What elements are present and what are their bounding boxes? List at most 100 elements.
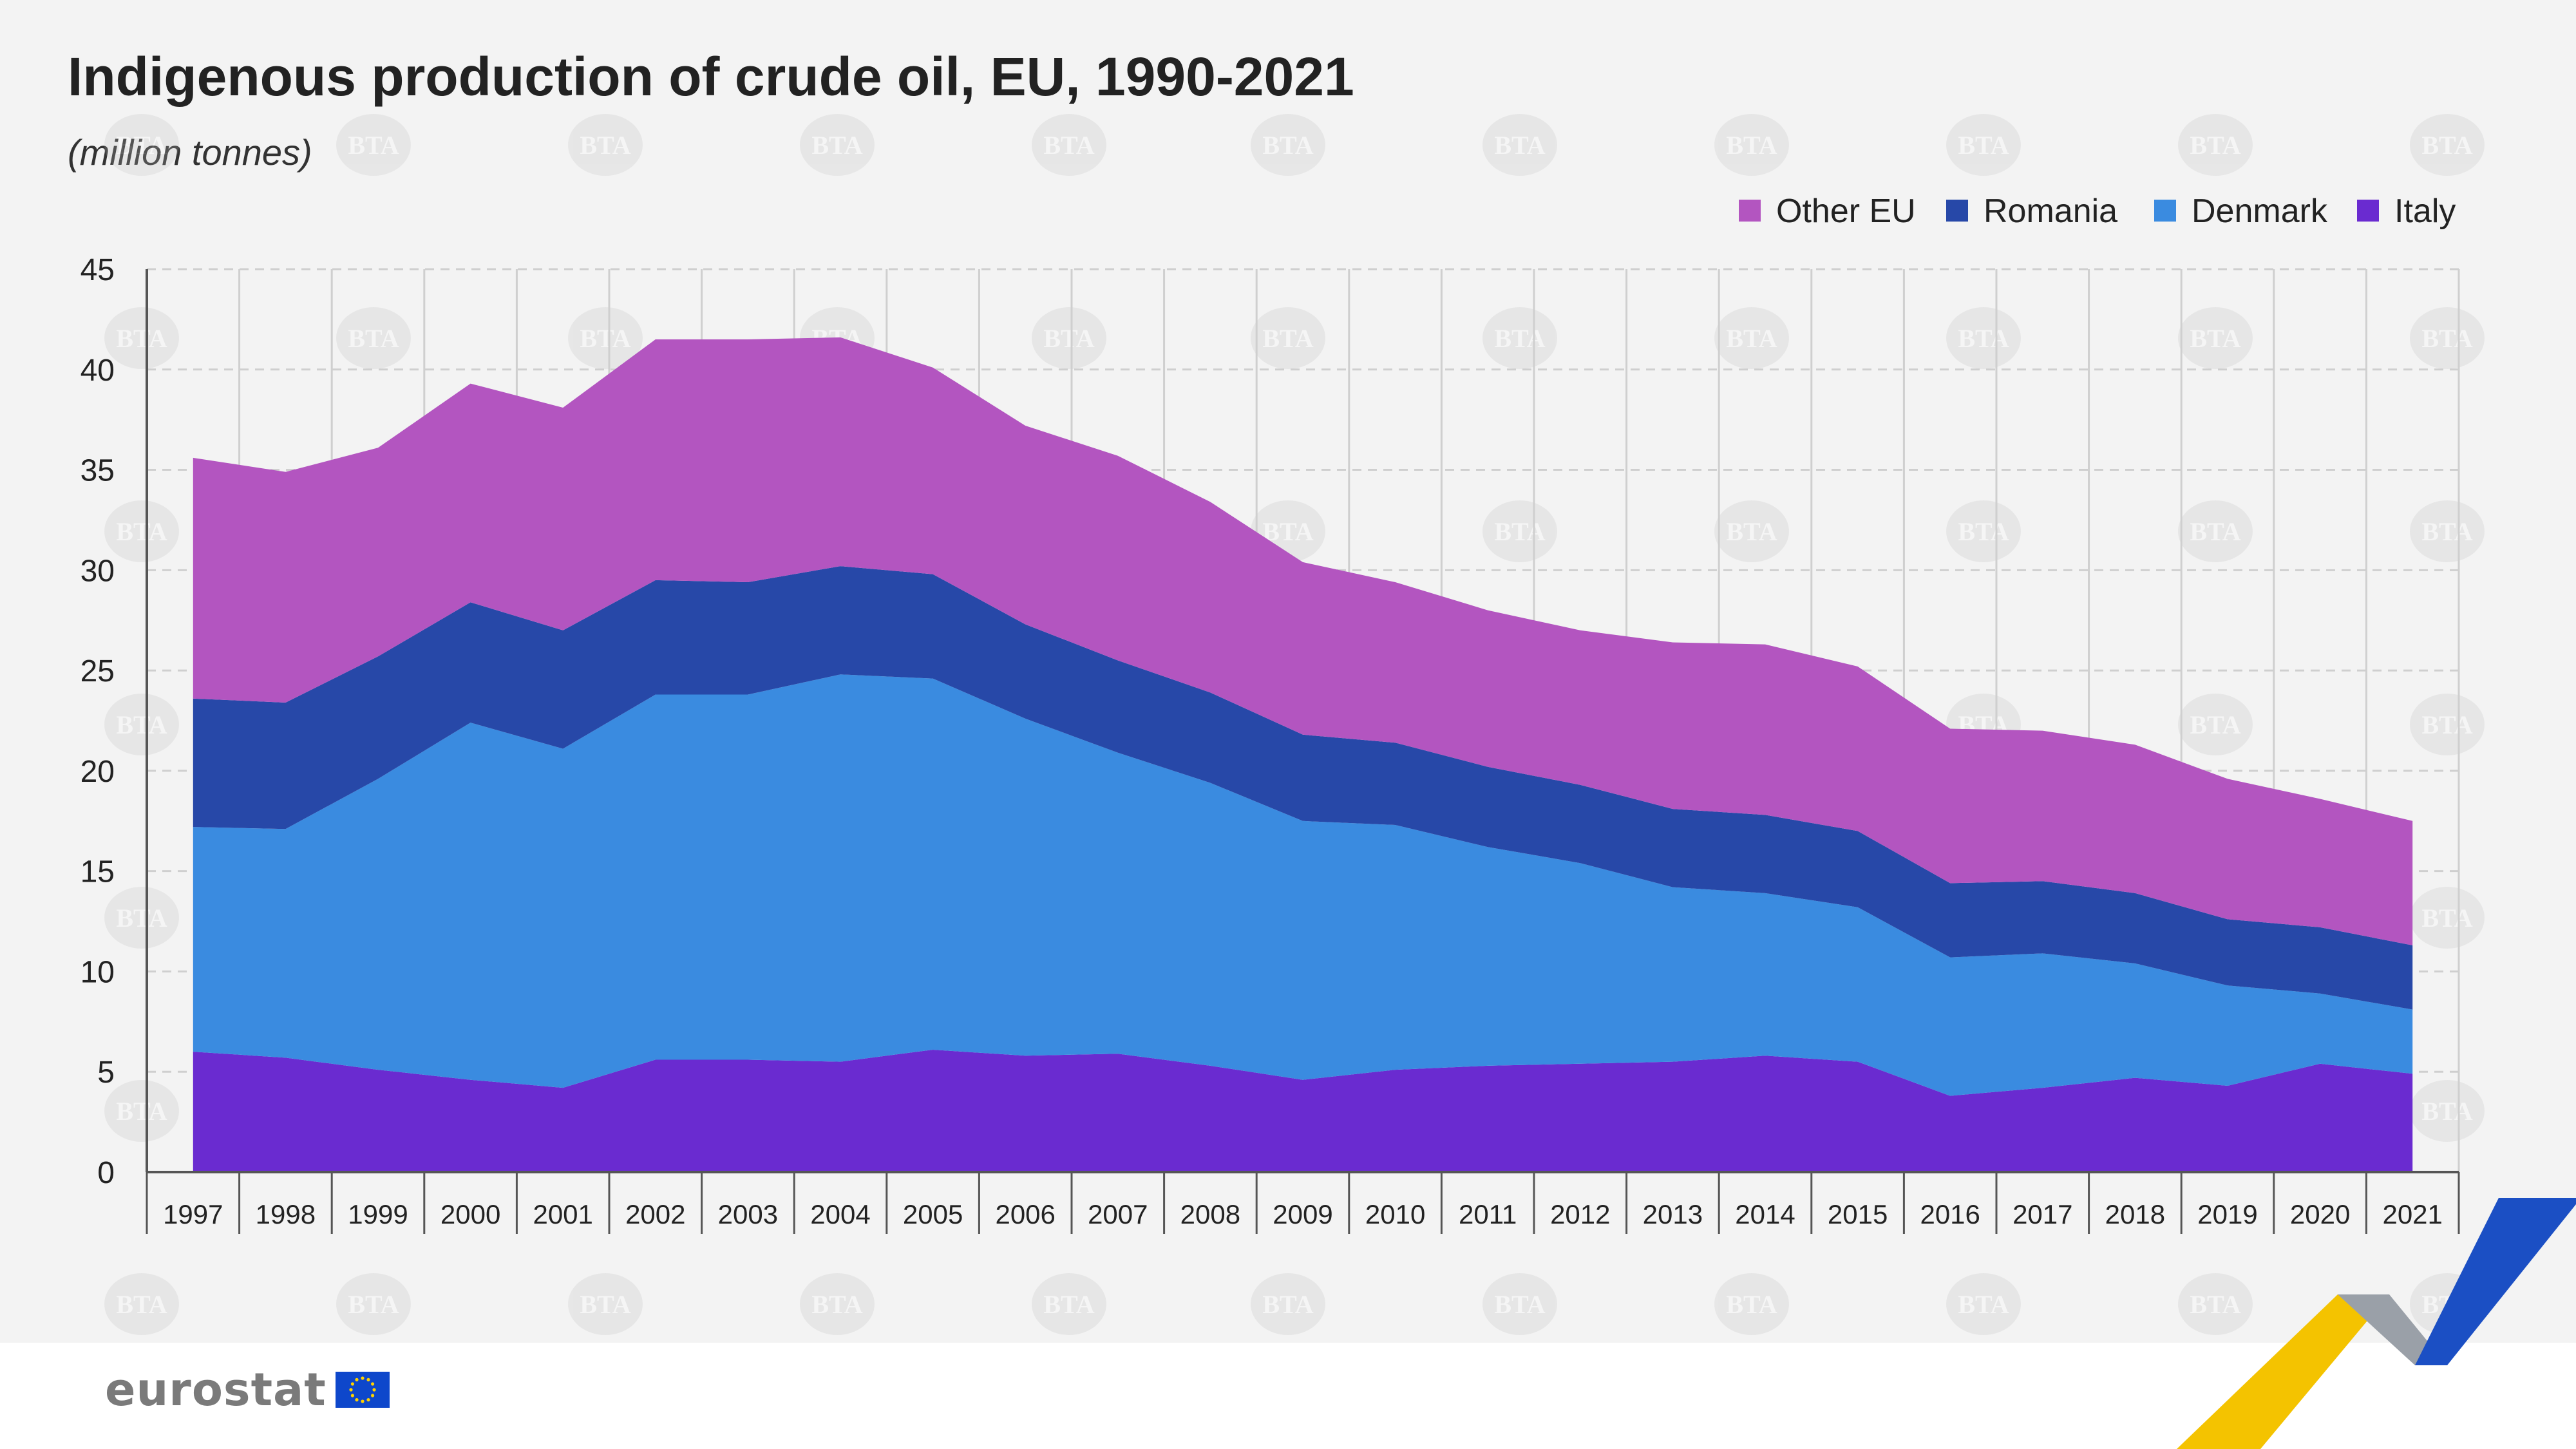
watermark-mark: BTA bbox=[568, 307, 643, 369]
svg-text:BTA: BTA bbox=[580, 324, 630, 353]
y-tick-label: 45 bbox=[80, 253, 115, 287]
x-tick-label: 2021 bbox=[2382, 1199, 2442, 1229]
x-tick-label: 2019 bbox=[2197, 1199, 2257, 1229]
x-tick-label: 1998 bbox=[256, 1199, 316, 1229]
y-tick-label: 30 bbox=[80, 554, 115, 588]
watermark-mark: BTA bbox=[2178, 694, 2253, 755]
watermark-mark: BTA bbox=[568, 1273, 643, 1335]
svg-text:BTA: BTA bbox=[1726, 324, 1777, 353]
x-tick-label: 2012 bbox=[1550, 1199, 1610, 1229]
watermark-mark: BTA bbox=[2410, 1080, 2485, 1142]
x-tick-label: 2020 bbox=[2290, 1199, 2350, 1229]
deco-yellow-stripe bbox=[2177, 1294, 2389, 1449]
svg-text:BTA: BTA bbox=[116, 1290, 167, 1319]
watermark-mark: BTA bbox=[1714, 114, 1789, 176]
logo-text: eurostat bbox=[105, 1363, 327, 1416]
svg-text:BTA: BTA bbox=[1494, 324, 1545, 353]
svg-text:BTA: BTA bbox=[116, 904, 167, 933]
x-tick-label: 2006 bbox=[995, 1199, 1055, 1229]
x-tick-label: 2014 bbox=[1735, 1199, 1795, 1229]
watermark-mark: BTA bbox=[1482, 500, 1557, 562]
watermark-mark: BTA bbox=[1251, 114, 1325, 176]
watermark-mark: BTA bbox=[1482, 307, 1557, 369]
deco-grey-stripe bbox=[2338, 1294, 2447, 1365]
svg-text:BTA: BTA bbox=[1494, 131, 1545, 160]
watermark-mark: BTA bbox=[800, 114, 875, 176]
series-area-denmark bbox=[193, 674, 2413, 1096]
svg-text:BTA: BTA bbox=[1494, 1290, 1545, 1319]
watermark-mark: BTA bbox=[2178, 1273, 2253, 1335]
svg-text:BTA: BTA bbox=[348, 324, 399, 353]
y-tick-label: 15 bbox=[80, 855, 115, 889]
x-tick-label: 1997 bbox=[163, 1199, 223, 1229]
x-tick-label: 2010 bbox=[1365, 1199, 1425, 1229]
series-area-romania bbox=[193, 566, 2413, 1010]
legend-label-other-eu: Other EU bbox=[1776, 193, 1916, 230]
watermark-mark: BTA bbox=[1032, 1273, 1106, 1335]
x-tick-label: 2003 bbox=[718, 1199, 778, 1229]
x-tick-label: 2007 bbox=[1088, 1199, 1148, 1229]
watermark-mark: BTA bbox=[1714, 500, 1789, 562]
legend-label-denmark: Denmark bbox=[2192, 193, 2328, 230]
watermark-mark: BTA bbox=[1946, 307, 2021, 369]
legend: Other EU Romania Denmark Italy bbox=[1739, 193, 2456, 230]
watermark-mark: BTA bbox=[104, 1080, 179, 1142]
svg-text:BTA: BTA bbox=[2190, 131, 2240, 160]
x-tick-label: 2017 bbox=[2012, 1199, 2072, 1229]
watermark-mark: BTA bbox=[104, 307, 179, 369]
y-tick-label: 10 bbox=[80, 955, 115, 989]
x-tick-label: 2008 bbox=[1180, 1199, 1240, 1229]
svg-text:BTA: BTA bbox=[811, 1290, 862, 1319]
svg-text:BTA: BTA bbox=[2421, 1097, 2472, 1126]
legend-label-italy: Italy bbox=[2394, 193, 2456, 230]
svg-text:BTA: BTA bbox=[1958, 517, 2009, 546]
watermark-mark: BTA bbox=[2410, 307, 2485, 369]
svg-text:BTA: BTA bbox=[2421, 710, 2472, 739]
svg-text:BTA: BTA bbox=[2190, 1290, 2240, 1319]
corner-decoration bbox=[2177, 1198, 2576, 1449]
x-tick-label: 2015 bbox=[1828, 1199, 1888, 1229]
svg-text:BTA: BTA bbox=[1262, 324, 1313, 353]
x-tick-label: 2016 bbox=[1920, 1199, 1980, 1229]
svg-text:BTA: BTA bbox=[811, 131, 862, 160]
svg-text:BTA: BTA bbox=[1043, 324, 1094, 353]
series-area-other-eu bbox=[193, 337, 2413, 945]
x-tick-label: 2013 bbox=[1643, 1199, 1703, 1229]
y-tick-label: 40 bbox=[80, 354, 115, 388]
svg-text:BTA: BTA bbox=[2421, 324, 2472, 353]
svg-text:BTA: BTA bbox=[116, 710, 167, 739]
y-tick-label: 35 bbox=[80, 454, 115, 488]
watermark-mark: BTA bbox=[1482, 1273, 1557, 1335]
eu-flag-icon bbox=[335, 1372, 390, 1408]
x-tick-label: 1999 bbox=[348, 1199, 408, 1229]
svg-text:BTA: BTA bbox=[1958, 1290, 2009, 1319]
svg-text:BTA: BTA bbox=[1726, 517, 1777, 546]
y-tick-label: 20 bbox=[80, 755, 115, 789]
x-tick-label: 2011 bbox=[1459, 1199, 1517, 1229]
x-tick-label: 2000 bbox=[440, 1199, 500, 1229]
chart-title: Indigenous production of crude oil, EU, … bbox=[68, 46, 1354, 107]
y-tick-label: 25 bbox=[80, 654, 115, 688]
watermark-mark: BTA bbox=[1251, 1273, 1325, 1335]
svg-text:BTA: BTA bbox=[2190, 710, 2240, 739]
watermark-mark: BTA bbox=[1946, 500, 2021, 562]
legend-label-romania: Romania bbox=[1984, 193, 2117, 230]
watermark-mark: BTA bbox=[1714, 1273, 1789, 1335]
svg-text:BTA: BTA bbox=[2421, 517, 2472, 546]
svg-text:BTA: BTA bbox=[580, 131, 630, 160]
watermark-mark: BTA bbox=[2410, 500, 2485, 562]
legend-swatch-denmark bbox=[2154, 200, 2176, 222]
watermark-mark: BTA bbox=[104, 887, 179, 949]
watermark-mark: BTA bbox=[800, 1273, 875, 1335]
svg-text:BTA: BTA bbox=[1726, 1290, 1777, 1319]
y-tick-label: 5 bbox=[97, 1056, 115, 1090]
x-tick-label: 2001 bbox=[533, 1199, 592, 1229]
watermark-mark: BTA bbox=[2410, 887, 2485, 949]
watermark-mark: BTA bbox=[1032, 307, 1106, 369]
watermark-mark: BTA bbox=[2410, 694, 2485, 755]
svg-text:BTA: BTA bbox=[348, 1290, 399, 1319]
svg-text:BTA: BTA bbox=[116, 131, 167, 160]
x-tick-label: 2002 bbox=[625, 1199, 685, 1229]
axis-layer: 0 5 10 15 20 25 30 35 40 45 1997 1998 1999 2000 2001 20… bbox=[80, 253, 2460, 1234]
